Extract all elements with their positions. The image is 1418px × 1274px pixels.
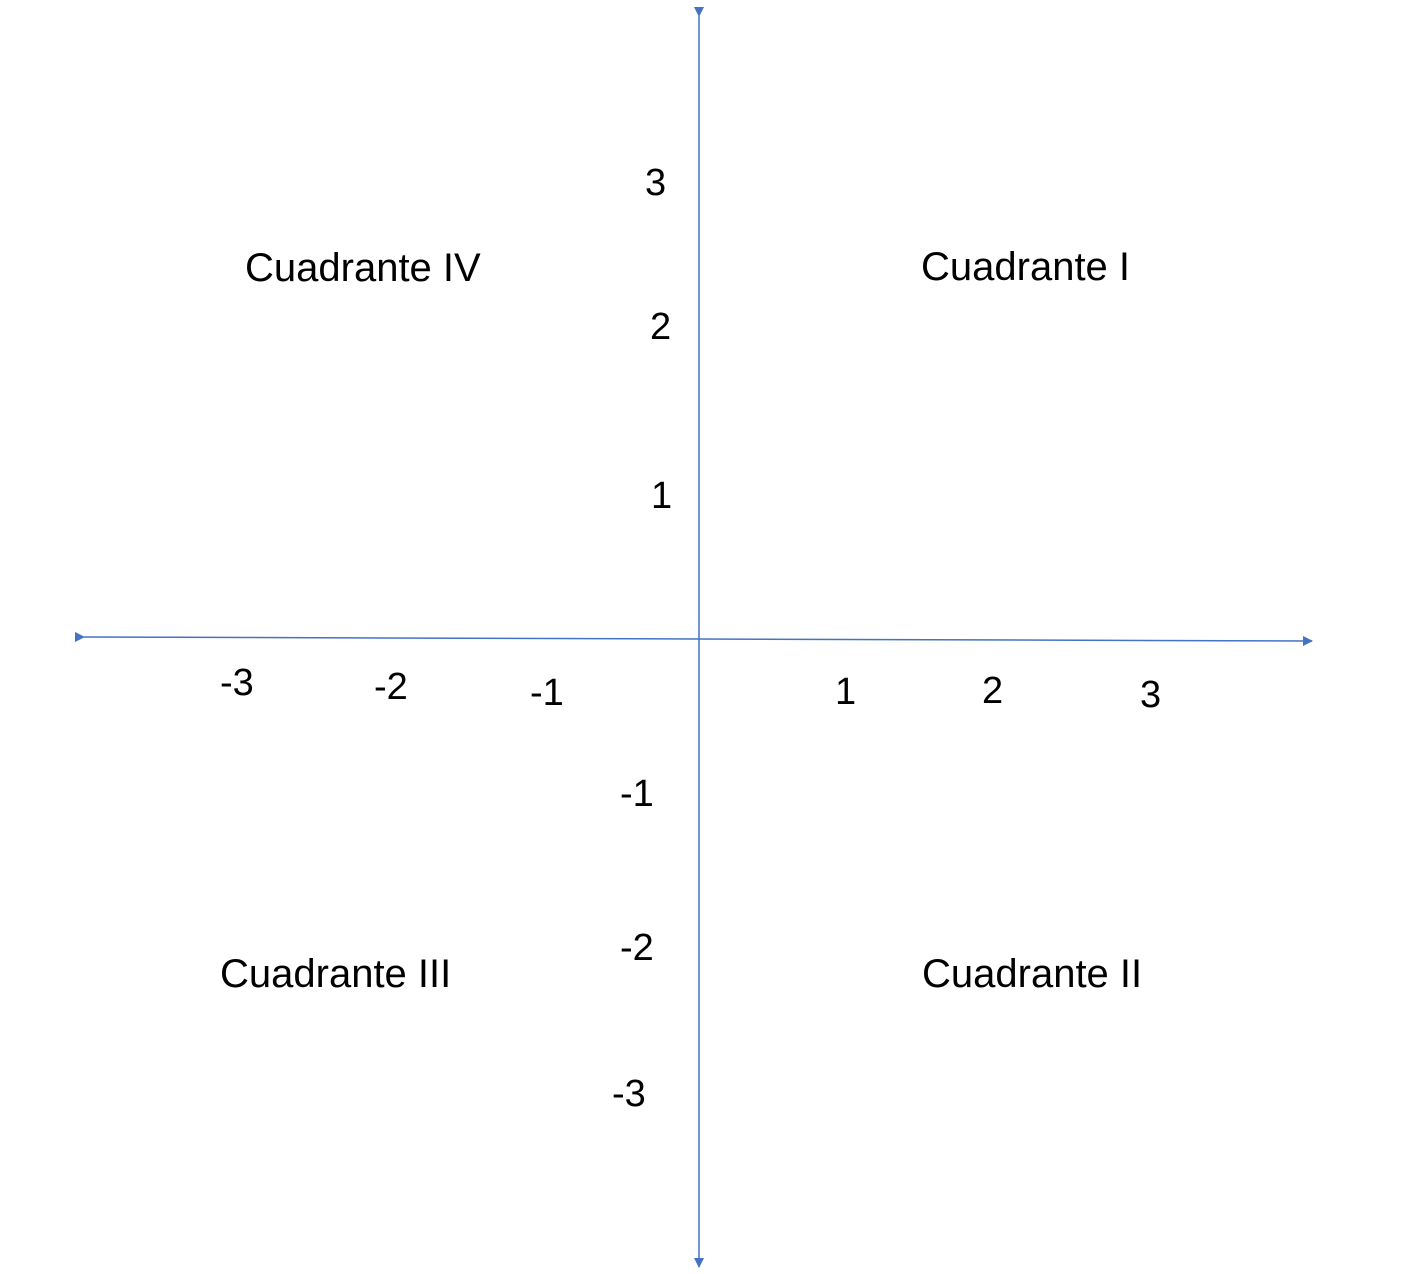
x-axis-line xyxy=(74,631,1313,646)
y-tick-label: -1 xyxy=(620,773,654,815)
y-tick-label: 3 xyxy=(645,162,667,204)
quadrant-ii-label: Cuadrante II xyxy=(922,952,1143,996)
y-tick-label: 1 xyxy=(651,475,673,517)
x-tick-label: -3 xyxy=(220,662,254,704)
quadrant-iv-label: Cuadrante IV xyxy=(245,246,481,290)
quadrant-i-label: Cuadrante I xyxy=(921,245,1131,289)
x-tick-label: 3 xyxy=(1140,674,1162,716)
y-tick-label: -3 xyxy=(612,1073,646,1115)
y-tick-label: -2 xyxy=(620,927,654,969)
x-tick-label: 2 xyxy=(982,670,1004,712)
y-tick-label: 2 xyxy=(650,306,672,348)
x-tick-label: 1 xyxy=(835,671,857,713)
x-tick-label: -2 xyxy=(374,666,408,708)
x-tick-label: -1 xyxy=(530,672,564,714)
quadrant-iii-label: Cuadrante III xyxy=(220,952,452,996)
